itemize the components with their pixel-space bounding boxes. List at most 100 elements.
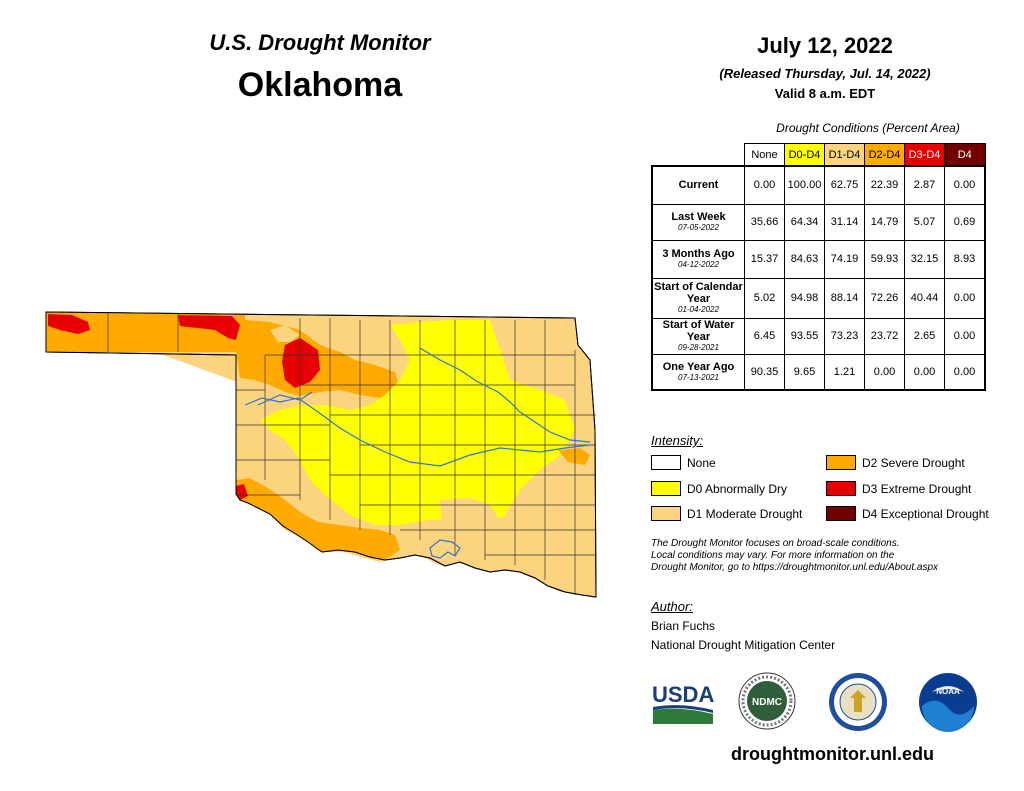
legend-item: D1 Moderate Drought: [651, 506, 802, 521]
row-date: 04-12-2022: [678, 260, 719, 269]
county-lines: [107, 313, 596, 595]
table-cell: 0.00: [904, 353, 945, 391]
table-row: Start of Water Year 09-28-2021 6.45 93.55 73…: [651, 317, 986, 355]
cimarron-river: [244, 397, 591, 467]
disclaimer-line: Local conditions may vary. For more info…: [651, 550, 895, 561]
row-label-text: Start of Water Year: [662, 319, 735, 343]
table-cell: 90.35: [744, 353, 785, 391]
table-cell: 72.26: [864, 277, 905, 319]
author-name: Brian Fuchs: [651, 619, 716, 633]
panhandle-d3-west: [48, 314, 90, 334]
table-cell: 40.44: [904, 277, 945, 319]
legend-item: D0 Abnormally Dry: [651, 481, 787, 496]
table-row: Last Week 07-05-2022 35.66 64.34 31.14 14.79 5…: [651, 203, 986, 241]
table-cell: 0.00: [944, 165, 986, 205]
legend-item: D3 Extreme Drought: [826, 481, 971, 496]
drought-conditions-table: None D0-D4 D1-D4 D2-D4 D3-D4 D4 Current 0.00 10…: [651, 143, 986, 391]
legend-swatch: [651, 506, 681, 521]
legend-label: None: [687, 455, 716, 470]
row-label-text: One Year Ago: [662, 360, 735, 373]
ndmc-logo: NDMC: [738, 672, 796, 730]
row-date: 09-28-2021: [678, 343, 719, 352]
legend-swatch: [826, 506, 856, 521]
table-cell: 1.21: [824, 353, 865, 391]
southwest-d3: [236, 484, 248, 500]
disclaimer: The Drought Monitor focuses on broad-sca…: [651, 538, 1016, 574]
row-label: One Year Ago 07-13-2021: [651, 353, 745, 391]
table-cell: 22.39: [864, 165, 905, 205]
row-date: 07-13-2021: [678, 372, 719, 382]
column-header-d4: D4: [944, 143, 986, 167]
central-d0: [260, 320, 575, 528]
table-caption: Drought Conditions (Percent Area): [776, 121, 960, 135]
release-date: (Released Thursday, Jul. 14, 2022): [719, 66, 931, 81]
table-cell: 94.98: [784, 277, 825, 319]
valid-time: Valid 8 a.m. EDT: [774, 86, 876, 101]
doc-seal-logo: [829, 673, 887, 731]
column-header-d3-d4: D3-D4: [904, 143, 945, 167]
table-cell: 73.23: [824, 317, 865, 355]
table-cell: 74.19: [824, 239, 865, 279]
state-name: Oklahoma: [237, 66, 403, 104]
table-body: Current 0.00 100.00 62.75 22.39 2.87 0.00 Last …: [651, 165, 986, 391]
table-row: 3 Months Ago 04-12-2022 15.37 84.63 74.19 59.…: [651, 239, 986, 279]
east-d2: [558, 448, 590, 465]
table-row: Start of Calendar Year 01-04-2022 5.02 94.9…: [651, 277, 986, 319]
author-organization: National Drought Mitigation Center: [651, 638, 836, 652]
legend-swatch: [651, 481, 681, 496]
row-date: 01-04-2022: [678, 305, 719, 314]
legend-label: D0 Abnormally Dry: [687, 481, 788, 496]
noaa-logo-text: NOAA: [936, 687, 960, 696]
legend-item: D4 Exceptional Drought: [826, 506, 989, 521]
table-cell: 2.87: [904, 165, 945, 205]
table-cell: 0.00: [744, 165, 785, 205]
author-title: Author:: [651, 599, 693, 614]
table-cell: 6.45: [744, 317, 785, 355]
northwest-d3: [282, 338, 320, 388]
website-url[interactable]: droughtmonitor.unl.edu: [731, 744, 934, 764]
table-cell: 0.00: [944, 353, 986, 391]
column-header-none: None: [744, 143, 785, 167]
row-label: Current: [651, 165, 745, 205]
ndmc-logo-text: NDMC: [752, 697, 782, 708]
table-cell: 9.65: [784, 353, 825, 391]
table-cell: 100.00: [784, 165, 825, 205]
row-label: Start of Water Year 09-28-2021: [651, 317, 745, 355]
table-cell: 8.93: [944, 239, 986, 279]
table-cell: 15.37: [744, 239, 785, 279]
legend-item: None: [651, 455, 716, 470]
legend-label: D2 Severe Drought: [862, 455, 965, 470]
table-cell: 5.07: [904, 203, 945, 241]
table-cell: 0.69: [944, 203, 986, 241]
table-cell: 35.66: [744, 203, 785, 241]
northwest-d1-patch: [270, 325, 300, 342]
row-label: Start of Calendar Year 01-04-2022: [651, 277, 745, 319]
legend-swatch: [826, 481, 856, 496]
table-cell: 62.75: [824, 165, 865, 205]
canadian-river: [257, 391, 313, 406]
disclaimer-line: Drought Monitor, go to https://droughtmo…: [651, 562, 939, 573]
disclaimer-line: The Drought Monitor focuses on broad-sca…: [651, 538, 900, 549]
table-row: Current 0.00 100.00 62.75 22.39 2.87 0.00: [651, 165, 986, 205]
table-cell: 88.14: [824, 277, 865, 319]
table-corner: [652, 144, 745, 167]
lake-texoma: [429, 539, 461, 559]
row-label-text: Start of Calendar Year: [654, 281, 743, 305]
map-date: July 12, 2022: [757, 33, 893, 58]
row-label: 3 Months Ago 04-12-2022: [651, 239, 745, 279]
table-header-row: None D0-D4 D1-D4 D2-D4 D3-D4 D4: [652, 143, 986, 167]
column-header-d1-d4: D1-D4: [824, 143, 865, 167]
legend-label: D1 Moderate Drought: [687, 506, 803, 521]
arkansas-river: [419, 347, 591, 443]
row-label-text: 3 Months Ago: [662, 248, 735, 260]
row-label: Last Week 07-05-2022: [651, 203, 745, 241]
table-cell: 31.14: [824, 203, 865, 241]
panhandle-d3-east: [178, 315, 240, 340]
legend-swatch: [826, 455, 856, 470]
usda-logo: USDA: [652, 682, 714, 724]
table-cell: 0.00: [864, 353, 905, 391]
noaa-logo: NOAA: [919, 673, 977, 732]
table-cell: 2.65: [904, 317, 945, 355]
legend-label: D3 Extreme Drought: [862, 481, 972, 496]
table-cell: 14.79: [864, 203, 905, 241]
